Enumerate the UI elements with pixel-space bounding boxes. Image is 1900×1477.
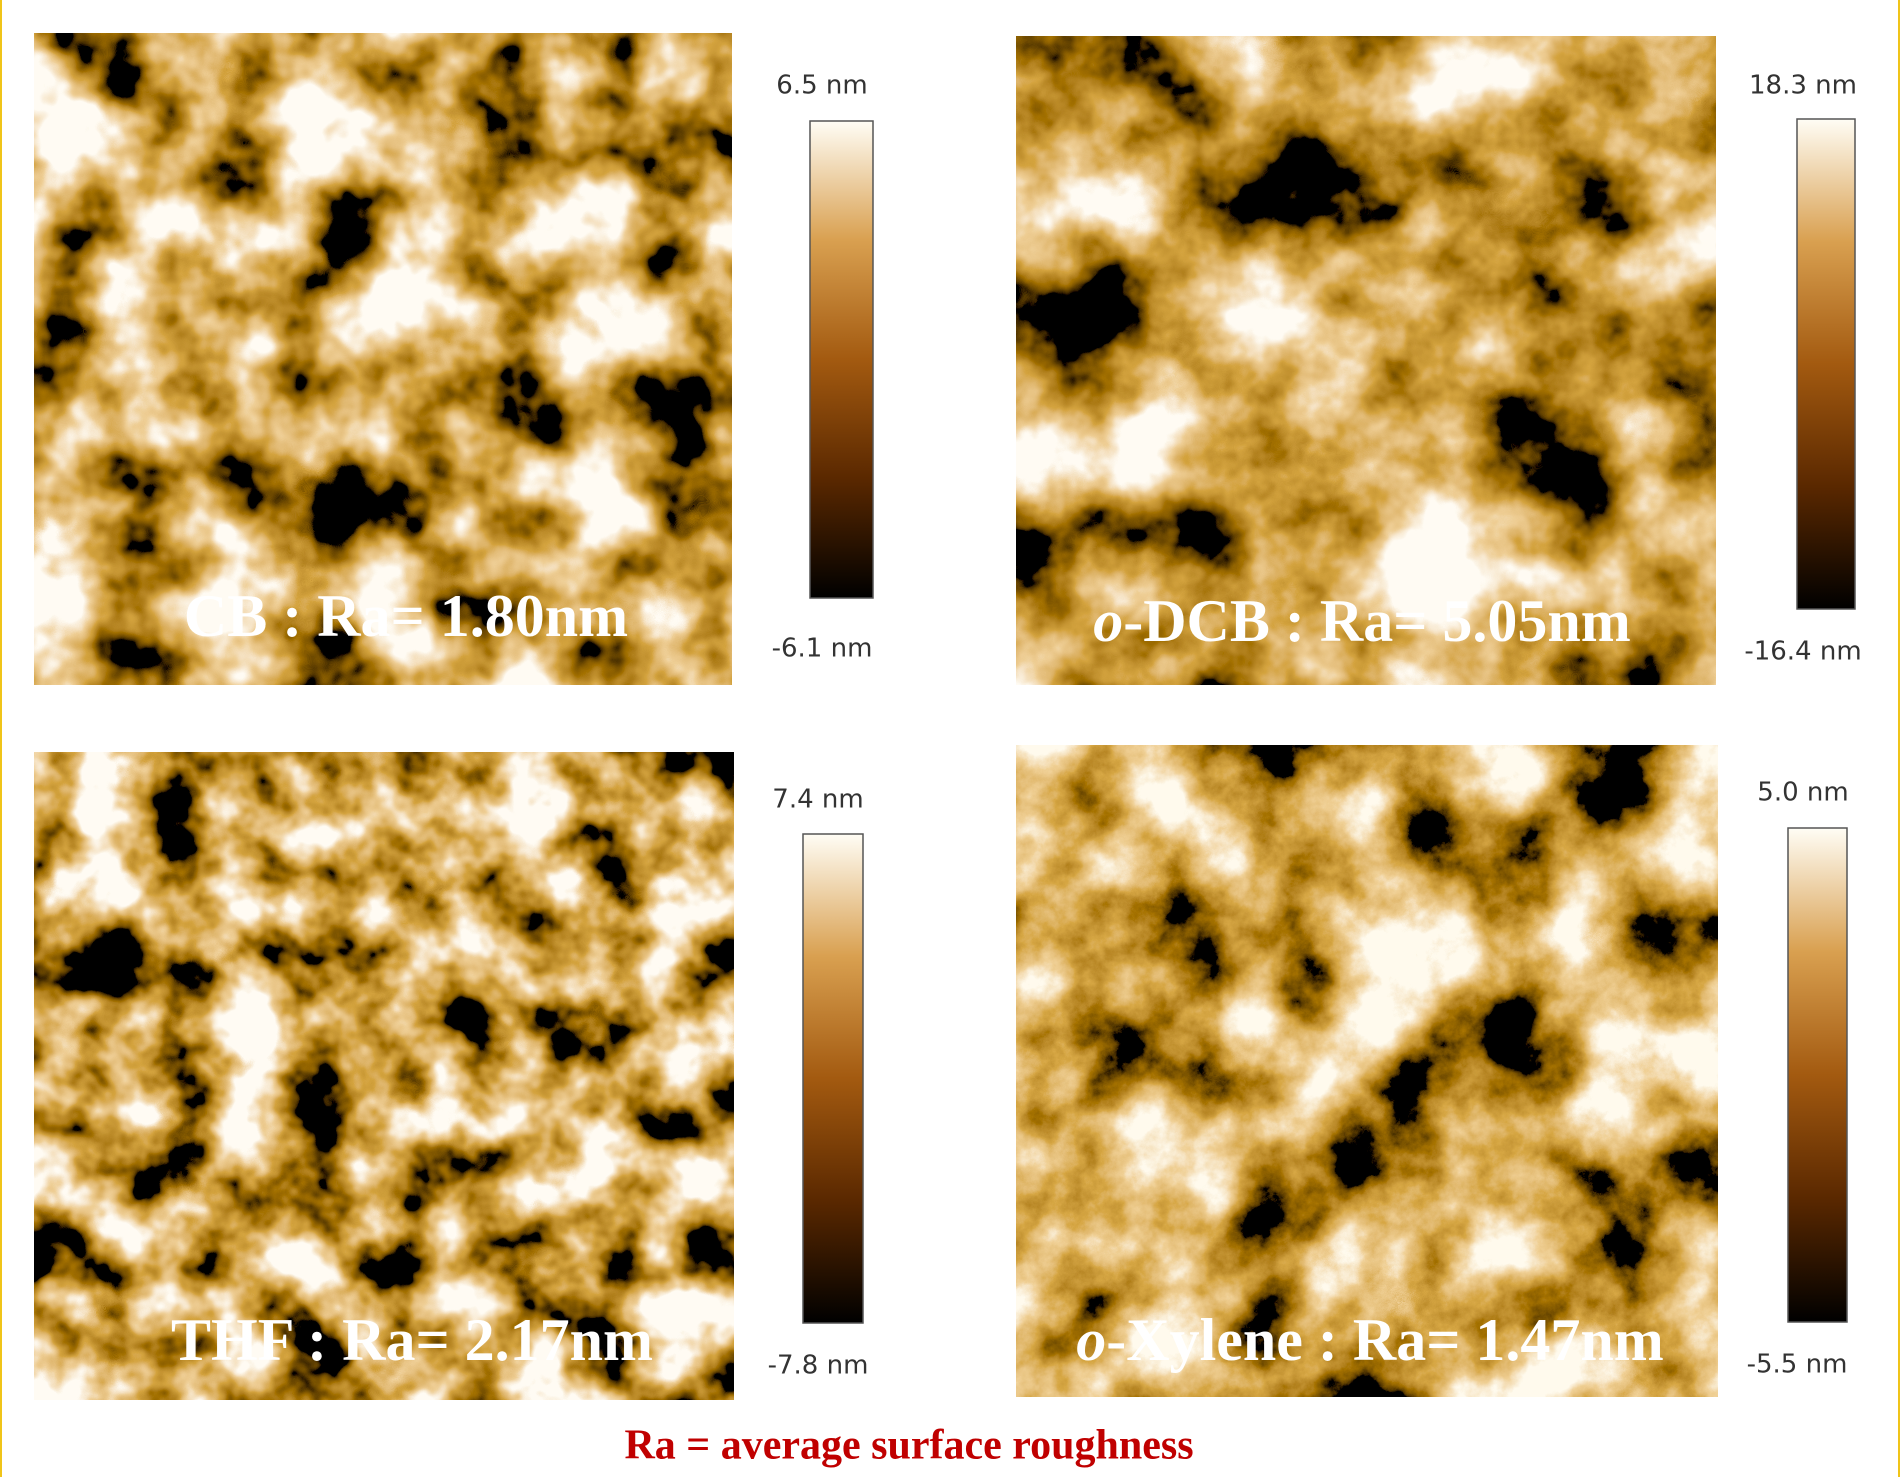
color-scale-bar (810, 121, 873, 598)
color-scale-bar (1788, 828, 1847, 1322)
scale-min-label: -6.1 nm (772, 634, 873, 664)
scale-max-label: 6.5 nm (776, 71, 867, 101)
scale-max-label: 5.0 nm (1757, 778, 1848, 808)
label-prefix: o (1093, 588, 1123, 654)
label-text: CB : Ra= 1.80nm (184, 583, 628, 649)
color-scale-bar (1797, 119, 1855, 609)
scale-min-label: -16.4 nm (1744, 637, 1861, 667)
panel-label: THF : Ra= 2.17nm (171, 1307, 653, 1373)
scale-min-label: -5.5 nm (1747, 1350, 1848, 1380)
scale-max-label: 18.3 nm (1749, 71, 1857, 101)
scale-min-label: -7.8 nm (768, 1351, 869, 1381)
panel: 6.5 nm -6.1 nm CB : Ra= 1.80nm (34, 33, 873, 685)
afm-image (34, 752, 734, 1400)
figure: 6.5 nm -6.1 nm CB : Ra= 1.80nm 18.3 nm -… (0, 0, 1900, 1477)
afm-image (1016, 745, 1718, 1397)
label-text: -DCB : Ra= 5.05nm (1123, 588, 1631, 654)
panel: 18.3 nm -16.4 nm o-DCB : Ra= 5.05nm (1016, 36, 1862, 685)
label-text: -Xylene : Ra= 1.47nm (1106, 1307, 1663, 1373)
caption: Ra = average surface roughness (624, 1423, 1193, 1469)
panel-label: o-Xylene : Ra= 1.47nm (1076, 1307, 1663, 1373)
panel-label: CB : Ra= 1.80nm (184, 583, 628, 649)
panel: 7.4 nm -7.8 nm THF : Ra= 2.17nm (34, 752, 868, 1400)
label-text: THF : Ra= 2.17nm (171, 1307, 653, 1373)
scale-max-label: 7.4 nm (772, 785, 863, 815)
label-prefix: o (1076, 1307, 1106, 1373)
panel-label: o-DCB : Ra= 5.05nm (1093, 588, 1631, 654)
panel: 5.0 nm -5.5 nm o-Xylene : Ra= 1.47nm (1016, 745, 1849, 1397)
color-scale-bar (803, 834, 863, 1323)
